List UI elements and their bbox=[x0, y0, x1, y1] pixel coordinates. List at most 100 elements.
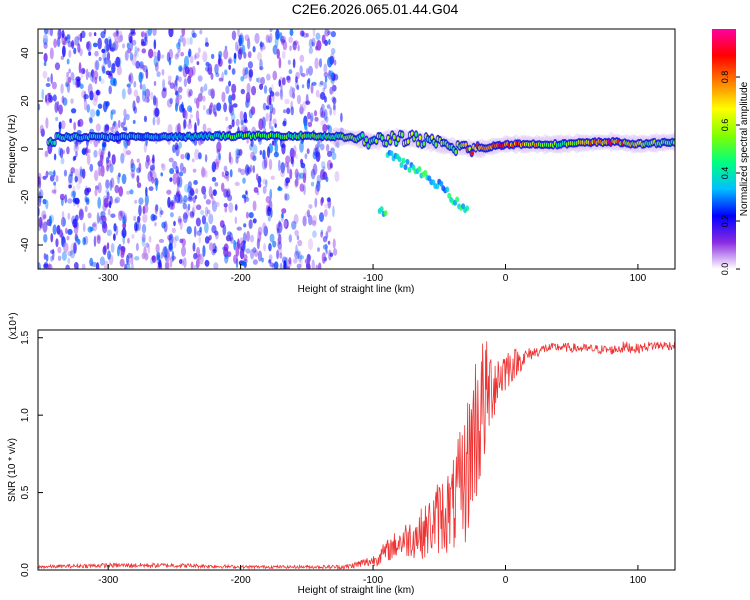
noise-speckle bbox=[188, 48, 192, 58]
noise-speckle bbox=[153, 81, 157, 87]
noise-speckle bbox=[133, 81, 137, 88]
branch-mark bbox=[403, 164, 408, 171]
noise-speckle bbox=[330, 147, 335, 154]
noise-speckle bbox=[47, 263, 53, 269]
noise-speckle bbox=[204, 259, 210, 267]
noise-speckle bbox=[72, 195, 77, 207]
noise-speckle bbox=[72, 190, 76, 197]
noise-speckle bbox=[124, 50, 129, 61]
noise-speckle bbox=[195, 217, 201, 227]
noise-speckle bbox=[323, 209, 328, 217]
noise-speckle bbox=[57, 246, 62, 254]
noise-speckle bbox=[262, 102, 267, 111]
noise-speckle bbox=[244, 196, 250, 203]
noise-speckle bbox=[299, 255, 304, 260]
colorbar-ticks: 0.0 0.2 0.4 0.6 0.8 bbox=[720, 71, 740, 275]
noise-speckle bbox=[314, 197, 318, 208]
noise-speckle bbox=[310, 168, 316, 180]
noise-speckle bbox=[311, 259, 315, 269]
noise-speckle bbox=[181, 29, 186, 37]
noise-speckle bbox=[95, 262, 100, 269]
noise-speckle bbox=[221, 71, 225, 82]
noise-speckle bbox=[319, 143, 325, 151]
noise-speckle bbox=[195, 188, 199, 194]
noise-speckle bbox=[127, 87, 132, 95]
noise-speckle bbox=[61, 95, 65, 104]
noise-speckle bbox=[192, 202, 197, 215]
ridge-core bbox=[464, 142, 468, 147]
noise-speckle bbox=[98, 56, 102, 62]
noise-speckle bbox=[306, 263, 311, 269]
noise-speckle bbox=[106, 164, 110, 172]
noise-speckle bbox=[147, 29, 153, 36]
noise-speckle bbox=[138, 71, 143, 84]
noise-speckle bbox=[195, 204, 202, 211]
noise-speckle bbox=[159, 207, 163, 218]
noise-speckle bbox=[49, 47, 54, 60]
noise-speckle bbox=[227, 251, 232, 258]
noise-speckle bbox=[326, 104, 331, 109]
noise-speckle bbox=[243, 111, 248, 123]
noise-speckle bbox=[246, 230, 251, 242]
noise-speckle bbox=[286, 107, 291, 115]
noise-speckle bbox=[147, 171, 153, 182]
noise-speckle bbox=[235, 156, 239, 164]
noise-speckle bbox=[232, 103, 238, 108]
noise-speckle bbox=[61, 251, 67, 261]
noise-speckle bbox=[332, 97, 337, 105]
noise-speckle bbox=[95, 89, 100, 96]
branch-mark bbox=[455, 196, 460, 203]
noise-speckle bbox=[279, 262, 283, 269]
noise-speckle bbox=[204, 154, 208, 163]
noise-speckle bbox=[65, 227, 68, 234]
noise-speckle bbox=[154, 204, 158, 215]
noise-speckle bbox=[187, 122, 193, 130]
noise-speckle bbox=[42, 214, 47, 219]
noise-speckle bbox=[178, 171, 184, 177]
noise-speckle bbox=[72, 78, 76, 86]
noise-speckle bbox=[103, 57, 108, 65]
noise-speckle bbox=[200, 86, 205, 93]
noise-speckle bbox=[92, 42, 98, 48]
noise-speckle bbox=[118, 210, 123, 216]
spectrogram-x-label: Height of straight line (km) bbox=[298, 284, 415, 295]
noise-speckle bbox=[299, 141, 304, 153]
noise-speckle bbox=[315, 264, 319, 269]
noise-speckle bbox=[51, 189, 57, 194]
noise-speckle bbox=[41, 210, 47, 221]
noise-speckle bbox=[310, 112, 314, 123]
noise-speckle bbox=[182, 37, 186, 47]
noise-speckle bbox=[158, 259, 162, 269]
noise-speckle bbox=[100, 210, 106, 218]
noise-speckle bbox=[104, 37, 109, 45]
colorbar-tick-label: 0.6 bbox=[720, 119, 730, 132]
noise-speckle bbox=[292, 58, 296, 69]
noise-speckle bbox=[238, 148, 243, 156]
noise-speckle bbox=[330, 31, 336, 38]
noise-speckle bbox=[162, 87, 167, 92]
noise-speckle bbox=[169, 82, 175, 89]
spectrogram-y-label: Frequency (Hz) bbox=[7, 115, 18, 184]
noise-speckle bbox=[211, 249, 216, 256]
noise-speckle bbox=[111, 154, 116, 165]
noise-speckle bbox=[141, 64, 146, 71]
noise-speckle bbox=[91, 261, 97, 268]
noise-speckle bbox=[67, 212, 71, 220]
noise-speckle bbox=[93, 32, 97, 37]
noise-speckle bbox=[104, 203, 110, 208]
noise-speckle bbox=[72, 185, 76, 194]
noise-speckle bbox=[304, 153, 308, 160]
noise-speckle bbox=[206, 209, 211, 215]
noise-speckle bbox=[327, 30, 331, 35]
noise-speckle bbox=[235, 241, 239, 246]
noise-speckle bbox=[66, 82, 71, 93]
noise-speckle bbox=[252, 154, 257, 162]
noise-speckle bbox=[150, 213, 156, 222]
noise-speckle bbox=[205, 199, 211, 205]
noise-speckle bbox=[109, 47, 115, 52]
noise-speckle bbox=[167, 75, 172, 81]
noise-speckle bbox=[190, 261, 194, 269]
noise-speckle bbox=[166, 189, 172, 195]
noise-speckle bbox=[191, 207, 195, 218]
noise-speckle bbox=[120, 251, 125, 258]
